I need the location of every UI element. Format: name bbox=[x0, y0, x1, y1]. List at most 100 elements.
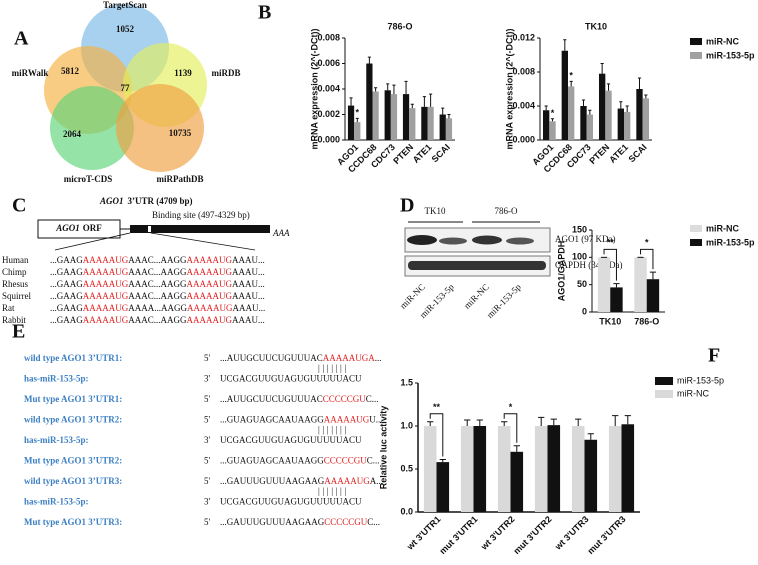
error-bar bbox=[410, 103, 414, 109]
y-tick-label: 0.006 bbox=[317, 58, 340, 68]
y-tick-label: 0.004 bbox=[317, 83, 340, 93]
error-bar bbox=[422, 96, 426, 107]
seq-part: ...GAUUUGUUUAAGAAG bbox=[220, 517, 325, 527]
x-tick-label: SCAI bbox=[430, 142, 452, 164]
bar bbox=[586, 114, 594, 140]
venn-set-name: miRPathDB bbox=[157, 174, 204, 184]
bar bbox=[384, 90, 391, 140]
seq-segment: AAAAAUG bbox=[187, 279, 233, 289]
bar bbox=[549, 121, 556, 140]
significance-bracket bbox=[503, 413, 518, 443]
error-bar bbox=[637, 77, 642, 89]
seq-part: AAAAAUG bbox=[324, 415, 370, 425]
legend-label: miR-153-5p bbox=[706, 50, 755, 60]
venn-count: 5812 bbox=[61, 66, 80, 76]
y-tick-label: 0.004 bbox=[512, 100, 535, 110]
x-tick-label: 786-O bbox=[634, 316, 659, 326]
error-bar bbox=[612, 415, 619, 426]
pairing: ||||||| bbox=[318, 363, 349, 373]
utr-title: AGO1 3’UTR (4709 bp) bbox=[99, 196, 193, 206]
seq-segment: AAAU... bbox=[232, 315, 265, 325]
lane-label: miR-153-5p bbox=[485, 281, 524, 320]
zoom-line bbox=[54, 232, 131, 251]
binding-site: Binding site (497-4329 bp) bbox=[152, 210, 250, 220]
seq-part: UCGACGUUGUAGUGUUUUUACU bbox=[220, 497, 362, 507]
seq-label: wild type AGO1 3’UTR3: bbox=[24, 476, 122, 486]
error-bar bbox=[429, 93, 433, 107]
venn-set-name: TargetScan bbox=[103, 0, 147, 10]
y-tick-label: 0.5 bbox=[400, 463, 413, 473]
significance-bracket bbox=[429, 413, 444, 457]
y-tick-label: 0.008 bbox=[317, 32, 340, 42]
seq-label: has-miR-153-5p: bbox=[24, 497, 89, 507]
seq-part: ...GAUUUGUUUAAGAAG bbox=[220, 476, 325, 486]
bar bbox=[439, 114, 446, 140]
strand: 5' bbox=[204, 456, 211, 466]
bar bbox=[497, 426, 511, 512]
bar bbox=[372, 91, 379, 140]
strand: 3' bbox=[204, 374, 211, 384]
bar bbox=[534, 426, 548, 512]
legend-swatch bbox=[690, 52, 702, 59]
seq-segment: AAAU... bbox=[233, 303, 266, 313]
error-bar bbox=[439, 459, 446, 463]
seq-part: A... bbox=[370, 476, 383, 486]
strand: 5' bbox=[204, 353, 211, 363]
chart-title: TK10 bbox=[585, 21, 607, 31]
bar bbox=[390, 94, 398, 140]
panel-letter: F bbox=[708, 345, 720, 367]
y-tick-label: 1.5 bbox=[400, 377, 413, 387]
bar bbox=[436, 462, 450, 512]
venn-set-name: microT-CDS bbox=[64, 174, 113, 184]
bar bbox=[409, 108, 416, 140]
y-axis-label: mRNA expression (2^(-DCt)) bbox=[504, 29, 514, 150]
y-tick-label: 150 bbox=[572, 224, 587, 234]
venn-circle bbox=[50, 86, 134, 170]
venn-set-name: miRDB bbox=[212, 68, 241, 78]
panel-letter: A bbox=[14, 28, 29, 50]
y-tick-label: 0 bbox=[582, 306, 587, 316]
seq-part: AAAAAUG bbox=[324, 476, 370, 486]
seq-label: Mut type AGO1 3’UTR2: bbox=[24, 456, 122, 466]
seq-segment: AAAC...AAGG bbox=[128, 315, 187, 325]
gene-name: AGO1 bbox=[99, 196, 124, 206]
band bbox=[407, 235, 437, 245]
aligned-seq: ...GAAGAAAAAUGAAAC...AAGGAAAAAUGAAAU... bbox=[50, 291, 265, 301]
error-bar bbox=[550, 118, 555, 122]
significance: * bbox=[356, 108, 360, 118]
bar bbox=[642, 98, 650, 140]
venn-circle bbox=[116, 84, 204, 172]
seq-part: ... bbox=[375, 353, 382, 363]
seq-part: ...GUAGUAGCAAUAAGG bbox=[220, 456, 324, 466]
bar bbox=[460, 426, 474, 512]
band bbox=[472, 235, 502, 245]
strand: 5' bbox=[204, 394, 211, 404]
bar bbox=[547, 425, 561, 512]
x-tick-label: mut 3'UTR2 bbox=[511, 514, 553, 556]
seq-label: wild type AGO1 3’UTR2: bbox=[24, 415, 122, 425]
error-bar bbox=[588, 109, 592, 115]
error-bar bbox=[374, 87, 378, 92]
bar bbox=[636, 89, 643, 140]
seq-segment: AAAC...AAGG bbox=[128, 291, 187, 301]
error-bar bbox=[427, 421, 434, 426]
strand: 5' bbox=[204, 517, 211, 527]
error-bar bbox=[538, 416, 545, 426]
seq-part: U... bbox=[369, 415, 382, 425]
error-bar bbox=[587, 433, 594, 440]
y-tick-label: 0.008 bbox=[512, 66, 535, 76]
poly-a: AAA bbox=[272, 228, 290, 238]
bar bbox=[354, 122, 361, 140]
legend-swatch bbox=[655, 377, 673, 385]
venn-count: 1052 bbox=[116, 24, 135, 34]
bar bbox=[580, 106, 587, 140]
error-bar bbox=[349, 97, 353, 106]
seq-segment: AAAAAUG bbox=[187, 291, 233, 301]
bar bbox=[402, 94, 410, 140]
seq: UCGACGUUGUAGUGUUUUUACU bbox=[220, 374, 362, 384]
y-tick-label: 0.002 bbox=[317, 109, 340, 119]
x-tick-label: mut 3'UTR1 bbox=[437, 514, 479, 556]
bar bbox=[605, 90, 612, 140]
venn-count: 10735 bbox=[169, 128, 192, 138]
